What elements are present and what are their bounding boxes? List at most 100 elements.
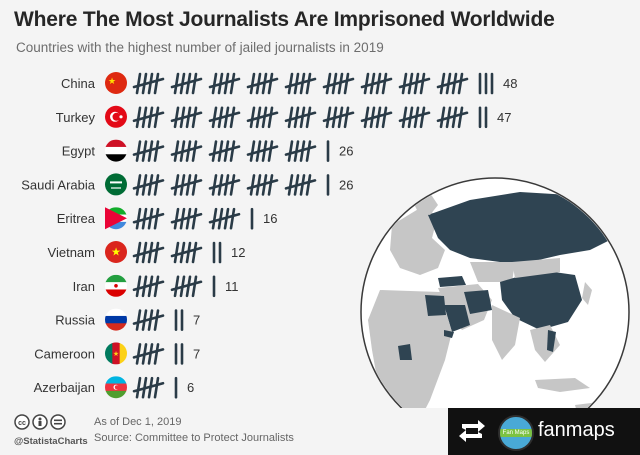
tally-group [284, 140, 317, 162]
tally-group [132, 376, 165, 399]
tally-bar [132, 140, 330, 162]
map-china [500, 270, 582, 330]
country-label: Iran [73, 279, 95, 294]
svg-text:★: ★ [111, 246, 121, 259]
chart-subtitle: Countries with the highest number of jai… [16, 40, 384, 55]
country-label: Turkey [56, 110, 96, 125]
row-china: China ★ 48 [61, 72, 517, 95]
value-label: 16 [263, 211, 277, 226]
tally-group [132, 343, 165, 365]
tally-group [360, 106, 393, 129]
row-cameroon: Cameroon ★ 7 [34, 342, 200, 365]
map-iran [464, 290, 492, 314]
license-icons: cc [14, 414, 66, 430]
as-of-date: As of Dec 1, 2019 [94, 416, 182, 428]
no-derivatives-icon [50, 414, 66, 430]
tally-group [132, 207, 165, 230]
tally-remainder [174, 343, 184, 365]
tally-bar [132, 174, 330, 196]
tally-bar [132, 241, 222, 264]
tally-group [246, 140, 279, 162]
tally-remainder [478, 106, 488, 129]
flag-china-icon: ★ [105, 72, 127, 94]
svg-text:★: ★ [113, 350, 119, 358]
flag-vietnam-icon: ★ [105, 241, 127, 263]
tally-group [132, 174, 165, 196]
tally-group [436, 72, 469, 95]
flag-azerbaijan-icon [105, 376, 127, 399]
tally-group [170, 275, 203, 298]
tally-group [132, 309, 165, 331]
tally-group [170, 174, 203, 196]
tally-group [208, 207, 241, 230]
value-label: 26 [339, 177, 353, 192]
chart-title: Where The Most Journalists Are Imprisone… [14, 8, 555, 31]
tally-bar [132, 72, 494, 95]
value-label: 7 [193, 313, 200, 328]
tally-group [170, 241, 203, 264]
country-label: Saudi Arabia [21, 177, 95, 192]
country-label: Cameroon [34, 346, 95, 361]
flag-iran-icon [105, 274, 127, 297]
tally-group [132, 72, 165, 95]
map-russia [428, 192, 610, 262]
map-mongolia [512, 258, 560, 278]
value-label: 7 [193, 346, 200, 361]
tally-group [208, 72, 241, 95]
tally-bar [132, 343, 184, 365]
footer: cc @StatistaCharts As of Dec 1, 2019 Sou… [14, 412, 314, 452]
tally-group [170, 72, 203, 95]
tally-group [246, 106, 279, 129]
row-saudi-arabia: Saudi Arabia 26 [21, 173, 353, 196]
account-name[interactable]: fanmaps [538, 419, 615, 441]
value-label: 26 [339, 144, 353, 159]
tally-group [322, 72, 355, 95]
flag-saudi-arabia-icon [105, 173, 127, 196]
country-label: Eritrea [57, 211, 96, 226]
tally-group [208, 140, 241, 162]
fanmaps-logo-text: Fan Maps [502, 430, 530, 436]
value-label: 11 [225, 279, 239, 294]
row-eritrea: Eritrea 16 [57, 207, 277, 230]
tally-group [170, 106, 203, 129]
map-india [492, 305, 520, 360]
source-note: Source: Committee to Protect Journalists [94, 432, 294, 444]
tally-group [322, 106, 355, 129]
statista-handle: @StatistaCharts [14, 436, 88, 447]
tally-group [398, 72, 431, 95]
row-egypt: Egypt 26 [62, 139, 353, 162]
tally-group [170, 207, 203, 230]
tally-group [284, 174, 317, 196]
flag-cameroon-icon: ★ [105, 342, 127, 365]
map-eritrea [444, 330, 454, 338]
tally-remainder [212, 241, 222, 264]
country-label: Azerbaijan [34, 380, 95, 395]
value-label: 6 [187, 380, 194, 395]
tally-bar [132, 207, 254, 230]
tally-remainder [174, 309, 184, 331]
tally-group [436, 106, 469, 129]
world-map [360, 177, 630, 408]
tally-group [246, 72, 279, 95]
repost-icon[interactable] [456, 416, 488, 446]
tally-group [132, 275, 165, 298]
cc-icon: cc [14, 414, 30, 430]
map-europe [390, 208, 445, 275]
row-azerbaijan: Azerbaijan 6 [34, 376, 194, 399]
tally-group [360, 72, 393, 95]
map-vietnam [547, 330, 556, 352]
country-label: Egypt [62, 144, 96, 159]
tally-remainder [478, 72, 494, 95]
map-indonesia [535, 378, 590, 392]
map-kazakhstan [470, 262, 515, 282]
country-label: Vietnam [48, 245, 95, 260]
row-vietnam: Vietnam ★ 12 [48, 241, 245, 264]
svg-text:★: ★ [108, 77, 116, 87]
value-label: 48 [503, 76, 517, 91]
tally-group [284, 72, 317, 95]
tally-bar [132, 309, 184, 331]
map-egypt [425, 295, 446, 316]
attribution-icon [32, 414, 48, 430]
repost-badge[interactable]: Fan Maps fanmaps [448, 408, 640, 455]
country-label: China [61, 76, 96, 91]
